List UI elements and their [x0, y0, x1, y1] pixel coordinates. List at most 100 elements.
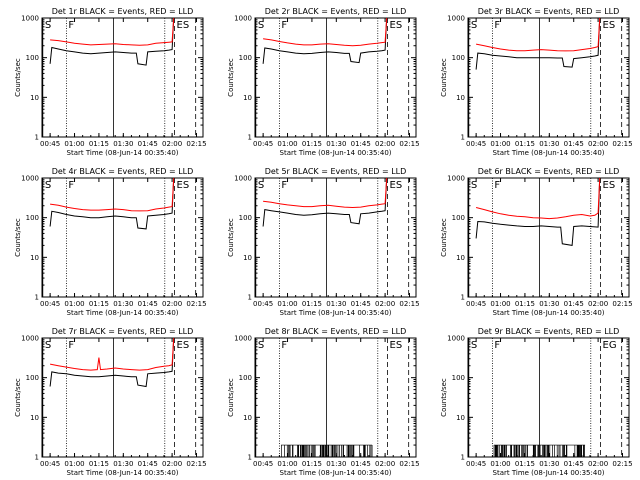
x-axis-label: Start Time (08-Jun-14 00:35:40) [280, 149, 392, 157]
y-tick-label: 10 [30, 94, 39, 102]
events-series-line [262, 17, 388, 64]
x-tick-label: 01:00 [277, 460, 297, 468]
x-tick-label: 01:15 [515, 460, 535, 468]
x-tick-label: 02:00 [375, 140, 395, 148]
f-marker-label: F [68, 180, 74, 191]
x-tick-label: 02:15 [612, 140, 632, 148]
x-tick-label: 01:30 [539, 140, 559, 148]
x-tick-label: 01:45 [138, 300, 158, 308]
y-tick-label: 10 [30, 254, 39, 262]
x-axis-label: Start Time (08-Jun-14 00:35:40) [67, 469, 179, 477]
y-axis-label: Counts/sec [14, 378, 22, 417]
f-marker-label: F [494, 340, 500, 351]
f-marker-label: F [281, 340, 287, 351]
x-tick-label: 01:15 [302, 140, 322, 148]
x-tick-label: 01:00 [64, 300, 84, 308]
y-tick-label: 1000 [234, 15, 252, 23]
y-tick-label: 10 [243, 414, 252, 422]
x-tick-label: 00:45 [40, 140, 60, 148]
s-marker-label: S [45, 340, 51, 351]
f-marker-label: F [494, 20, 500, 31]
x-tick-label: 01:30 [113, 140, 133, 148]
y-axis-label: Counts/sec [227, 378, 235, 417]
s-marker-label: S [258, 180, 264, 191]
x-tick-label: 02:00 [588, 300, 608, 308]
f-marker-label: F [494, 180, 500, 191]
y-tick-label: 1 [35, 454, 39, 462]
x-tick-label: 01:00 [64, 140, 84, 148]
y-tick-label: 100 [239, 374, 252, 382]
x-tick-label: 01:45 [138, 460, 158, 468]
y-tick-label: 100 [26, 54, 39, 62]
x-tick-label: 01:30 [326, 140, 346, 148]
y-tick-label: 10 [243, 254, 252, 262]
x-tick-label: 01:45 [351, 300, 371, 308]
y-tick-label: 100 [26, 214, 39, 222]
y-axis-label: Counts/sec [440, 378, 448, 417]
x-tick-label: 02:00 [375, 460, 395, 468]
f-marker-label: F [68, 340, 74, 351]
x-tick-label: 00:45 [253, 140, 273, 148]
x-tick-label: 02:15 [186, 460, 206, 468]
y-tick-label: 1000 [21, 15, 39, 23]
x-tick-label: 02:15 [186, 300, 206, 308]
lld-series-line [263, 17, 388, 47]
end-marker-label: ES [177, 340, 190, 351]
s-marker-label: S [471, 340, 477, 351]
x-tick-label: 01:30 [113, 300, 133, 308]
y-tick-label: 100 [452, 214, 465, 222]
plot-frame [254, 177, 417, 298]
y-tick-label: 1000 [234, 335, 252, 343]
x-tick-label: 01:15 [89, 140, 109, 148]
events-spikes [493, 444, 586, 457]
s-marker-label: S [258, 20, 264, 31]
x-tick-label: 01:30 [539, 460, 559, 468]
s-marker-label: S [471, 180, 477, 191]
lld-series-line [263, 177, 388, 209]
y-tick-label: 10 [243, 94, 252, 102]
f-marker-label: F [68, 20, 74, 31]
plot-frame [41, 17, 204, 138]
end-marker-label: ES [603, 180, 616, 191]
y-tick-label: 1 [461, 134, 465, 142]
x-axis-label: Start Time (08-Jun-14 00:35:40) [493, 309, 605, 317]
events-series-line [49, 17, 175, 66]
x-tick-label: 01:45 [564, 460, 584, 468]
y-tick-label: 1000 [447, 175, 465, 183]
x-tick-label: 01:45 [138, 140, 158, 148]
x-tick-label: 01:00 [490, 300, 510, 308]
s-marker-label: S [45, 180, 51, 191]
x-tick-label: 01:30 [113, 460, 133, 468]
y-tick-label: 1 [248, 454, 252, 462]
x-tick-label: 01:00 [64, 460, 84, 468]
x-tick-label: 02:00 [375, 300, 395, 308]
y-tick-label: 100 [452, 54, 465, 62]
y-tick-label: 1 [35, 134, 39, 142]
x-tick-label: 02:15 [399, 300, 419, 308]
y-tick-label: 1000 [447, 15, 465, 23]
x-tick-label: 02:00 [162, 300, 182, 308]
events-series-line [49, 337, 175, 388]
plot-frame [41, 337, 204, 458]
plot-frame [254, 17, 417, 138]
y-tick-label: 1 [35, 294, 39, 302]
panel-det-8: Det 8r BLACK = Events, RED = LLD 1 10 100 10… [227, 327, 420, 477]
f-marker-label: F [281, 20, 287, 31]
x-tick-label: 02:00 [162, 460, 182, 468]
x-tick-label: 00:45 [466, 140, 486, 148]
y-axis-label: Counts/sec [14, 58, 22, 97]
y-tick-label: 10 [30, 414, 39, 422]
y-tick-label: 1000 [21, 175, 39, 183]
x-tick-label: 02:00 [588, 460, 608, 468]
plot-frame [41, 177, 204, 298]
panel-title: Det 9r BLACK = Events, RED = LLD [478, 327, 620, 336]
panel-title: Det 4r BLACK = Events, RED = LLD [52, 167, 194, 176]
plot-frame [467, 177, 630, 298]
end-marker-label: ES [390, 340, 403, 351]
panel-title: Det 7r BLACK = Events, RED = LLD [52, 327, 194, 336]
panel-det-5: Det 5r BLACK = Events, RED = LLD 1 10 100 10… [227, 167, 420, 317]
x-tick-label: 02:15 [186, 140, 206, 148]
x-tick-label: 02:00 [162, 140, 182, 148]
y-axis-label: Counts/sec [227, 218, 235, 257]
